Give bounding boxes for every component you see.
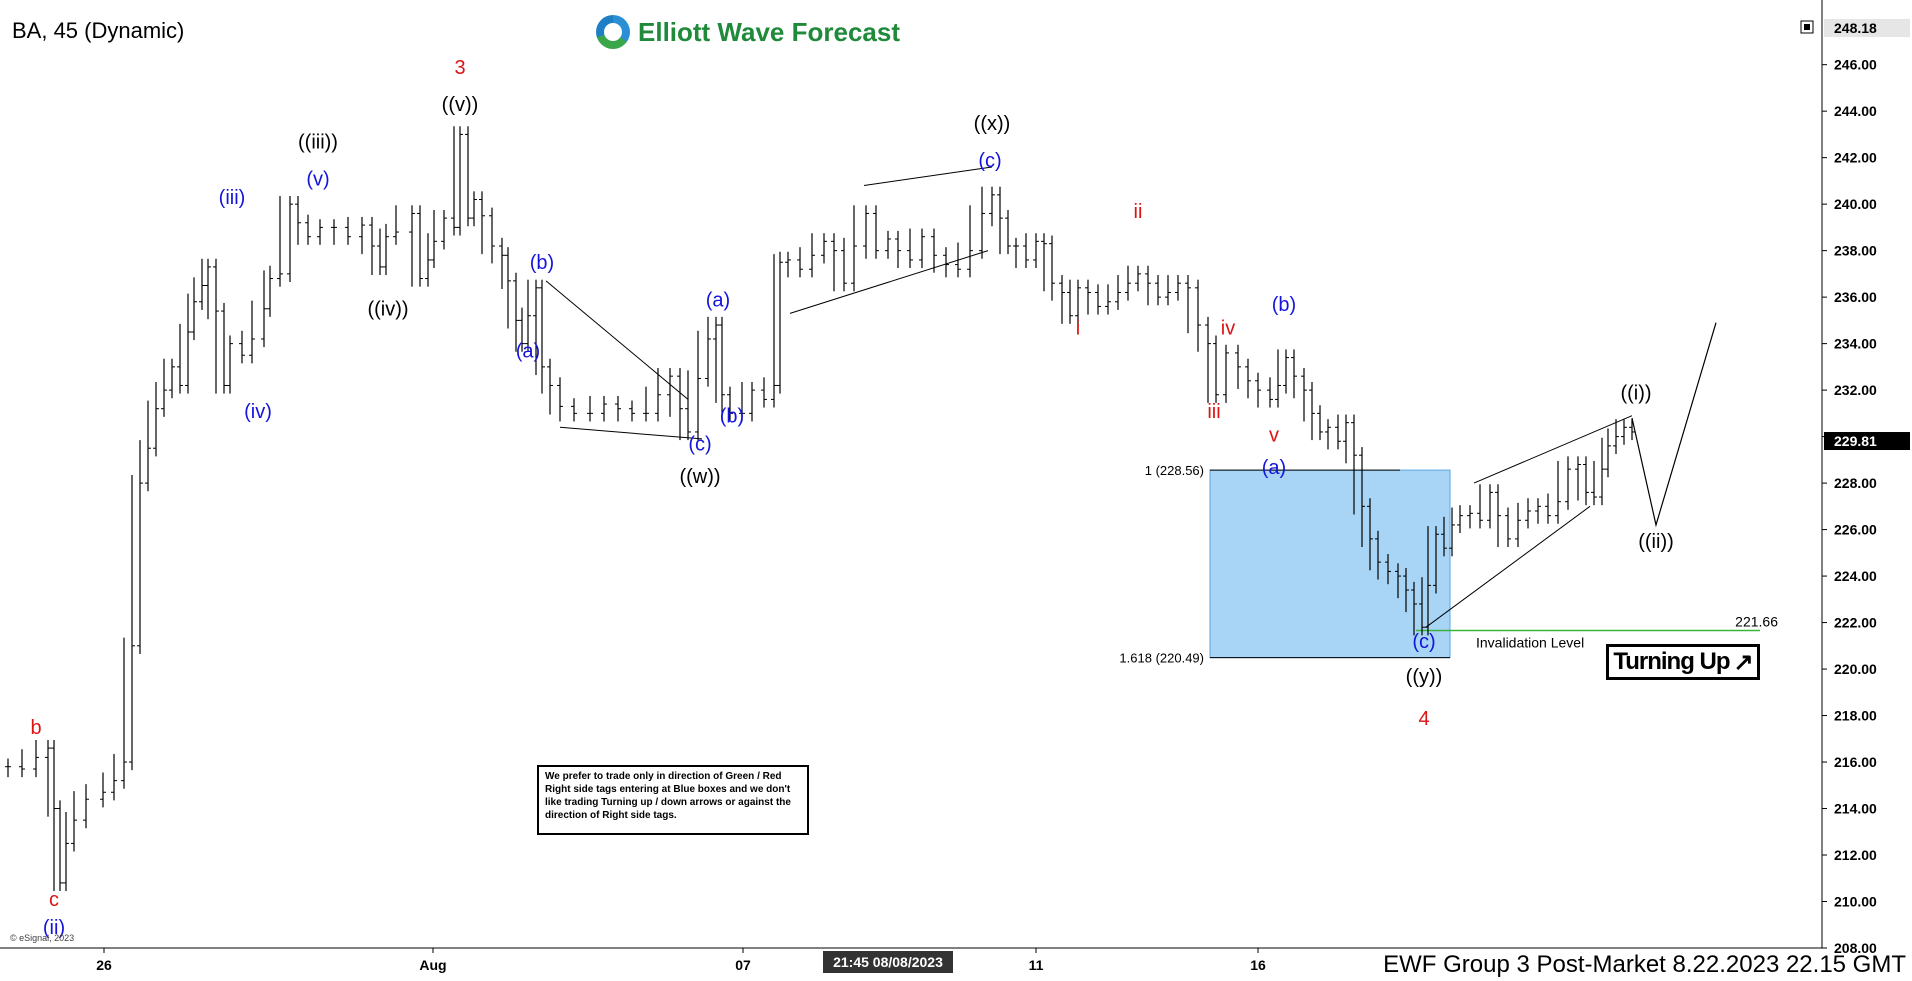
trading-note: We prefer to trade only in direction of … bbox=[537, 765, 809, 835]
price-tick-label: 220.00 bbox=[1834, 661, 1877, 677]
projection-path bbox=[1631, 322, 1717, 528]
restore-window-icon-inner bbox=[1804, 24, 1810, 30]
wave-label: (a) bbox=[1262, 457, 1286, 479]
copyright-text: © eSignal, 2023 bbox=[10, 933, 75, 943]
price-tick-label: 226.00 bbox=[1834, 522, 1877, 538]
channel-line bbox=[1473, 415, 1633, 484]
symbol-title: BA, 45 (Dynamic) bbox=[12, 18, 185, 43]
channel-line bbox=[789, 250, 989, 314]
channel-line bbox=[1425, 505, 1591, 628]
brand-logo-icon bbox=[596, 15, 630, 49]
wave-label: (ii) bbox=[43, 917, 65, 939]
channel-line bbox=[863, 166, 993, 187]
time-tick-label: 16 bbox=[1250, 957, 1266, 973]
top-price-label: 248.18 bbox=[1834, 20, 1877, 36]
wave-label: (b) bbox=[530, 252, 554, 274]
price-tick-label: 232.00 bbox=[1834, 382, 1877, 398]
wave-label: ((x)) bbox=[974, 113, 1011, 135]
price-tick-label: 218.00 bbox=[1834, 708, 1877, 724]
crosshair-time-label: 21:45 08/08/2023 bbox=[823, 951, 953, 973]
price-tick-label: 234.00 bbox=[1834, 336, 1877, 352]
wave-label: ((iv)) bbox=[367, 299, 408, 321]
price-tick-label: 216.00 bbox=[1834, 754, 1877, 770]
wave-label: 4 bbox=[1418, 708, 1429, 730]
price-tick-label: 228.00 bbox=[1834, 475, 1877, 491]
price-tick-label: 238.00 bbox=[1834, 243, 1877, 259]
wave-label: (v) bbox=[306, 169, 329, 191]
wave-label: (c) bbox=[688, 434, 711, 456]
price-tick-label: 242.00 bbox=[1834, 150, 1877, 166]
channel-line bbox=[559, 426, 703, 440]
wave-label: (a) bbox=[706, 289, 730, 311]
price-tick-label: 240.00 bbox=[1834, 196, 1877, 212]
wave-label: c bbox=[49, 889, 59, 911]
wave-label: (b) bbox=[720, 406, 744, 428]
lines-layer: Invalidation Level 221.66 bbox=[545, 166, 1778, 650]
wave-label: (c) bbox=[978, 150, 1001, 172]
wave-label: (iv) bbox=[244, 401, 272, 423]
wave-label: v bbox=[1269, 424, 1279, 446]
price-tick-label: 244.00 bbox=[1834, 103, 1877, 119]
price-tick-label: 236.00 bbox=[1834, 289, 1877, 305]
channel-line bbox=[545, 280, 689, 400]
blue-box-layer: 1 (228.56) 1.618 (220.49) bbox=[1119, 463, 1451, 666]
wave-label: iii bbox=[1207, 401, 1220, 423]
wave-label: ((iii)) bbox=[298, 131, 338, 153]
price-tick-label: 208.00 bbox=[1834, 940, 1877, 956]
top-price-tag bbox=[1824, 19, 1910, 37]
wave-label: ((v)) bbox=[442, 94, 479, 116]
wave-label: (c) bbox=[1412, 631, 1435, 653]
wave-label: ((w)) bbox=[679, 466, 720, 488]
footer-caption: EWF Group 3 Post-Market 8.22.2023 22.15 … bbox=[1383, 951, 1906, 978]
brand: Elliott Wave Forecast bbox=[596, 14, 900, 50]
arrow-up-right-icon: ↗ bbox=[1733, 648, 1754, 676]
blue-box-zone bbox=[1209, 469, 1451, 659]
wave-label: ((ii)) bbox=[1638, 531, 1674, 553]
wave-label: 3 bbox=[454, 57, 465, 79]
wave-label: ((y)) bbox=[1406, 666, 1443, 688]
wave-label: (b) bbox=[1272, 294, 1296, 316]
wave-label: b bbox=[30, 717, 41, 739]
invalidation-label: Invalidation Level bbox=[1476, 634, 1584, 650]
wave-labels: b c (ii) (iii) (iv) (v) ((iii)) ((iv)) 3 ((v)) (b)… bbox=[30, 57, 1673, 939]
price-axis-bg bbox=[1822, 0, 1912, 981]
price-tick-label: 224.00 bbox=[1834, 568, 1877, 584]
wave-label: ii bbox=[1134, 201, 1143, 223]
time-tick-label: 07 bbox=[735, 957, 751, 973]
price-tick-label: 212.00 bbox=[1834, 847, 1877, 863]
time-tick-label: Aug bbox=[419, 957, 446, 973]
time-tick-label: 11 bbox=[1029, 957, 1044, 973]
invalidation-value: 221.66 bbox=[1735, 613, 1778, 629]
wave-label: i bbox=[1076, 317, 1080, 339]
turning-up-tag: Turning Up ↗ bbox=[1606, 644, 1760, 680]
current-price-label: 229.81 bbox=[1834, 433, 1877, 449]
price-tick-label: 210.00 bbox=[1834, 894, 1877, 910]
wave-label: (iii) bbox=[219, 187, 246, 209]
price-tick-label: 246.00 bbox=[1834, 57, 1877, 73]
wave-label: (a) bbox=[516, 341, 540, 363]
wave-label: iv bbox=[1221, 317, 1235, 339]
current-price-tag bbox=[1824, 432, 1910, 451]
wave-label: ((i)) bbox=[1620, 382, 1651, 404]
brand-name: Elliott Wave Forecast bbox=[638, 16, 900, 47]
time-tick-label: 26 bbox=[96, 957, 112, 973]
fib-level-label: 1 (228.56) bbox=[1145, 463, 1204, 478]
price-tick-label: 214.00 bbox=[1834, 801, 1877, 817]
price-tick-label: 222.00 bbox=[1834, 615, 1877, 631]
price-bars bbox=[5, 126, 1635, 892]
turning-up-label: Turning Up bbox=[1613, 648, 1730, 675]
fib-level-label: 1.618 (220.49) bbox=[1119, 651, 1204, 666]
